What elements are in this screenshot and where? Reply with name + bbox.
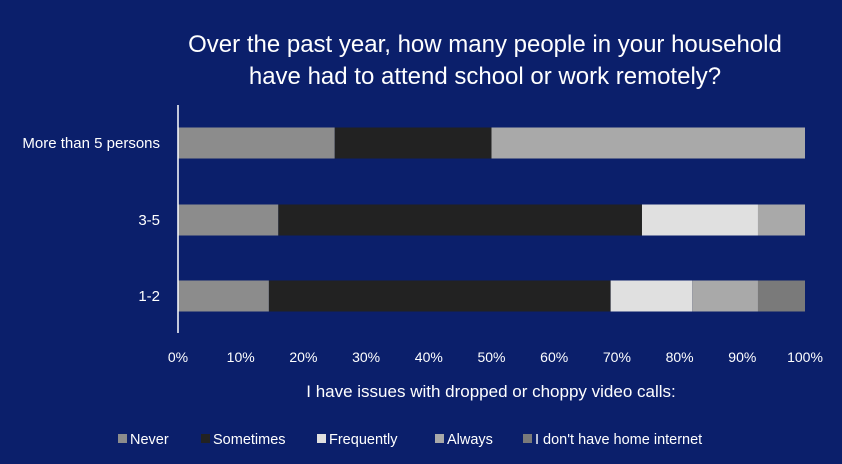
bar-segment: [757, 204, 805, 236]
bar-segment: [757, 280, 805, 312]
legend-swatch: [523, 434, 532, 443]
category-labels: More than 5 persons 3-5 1-2: [22, 135, 160, 305]
bar-segment: [178, 204, 279, 236]
legend-label: Always: [447, 432, 493, 448]
legend-label: I don't have home internet: [535, 432, 702, 448]
chart-title: Over the past year, how many people in y…: [188, 31, 782, 90]
bar-segment: [334, 127, 492, 159]
bar-segment: [692, 280, 758, 312]
x-tick-label: 40%: [415, 349, 443, 365]
category-label: 3-5: [138, 212, 160, 229]
category-label: More than 5 persons: [22, 135, 160, 152]
x-tick-label: 90%: [728, 349, 756, 365]
chart-title-line: Over the past year, how many people in y…: [188, 31, 782, 58]
bar-segment: [641, 204, 758, 236]
bar-segment: [491, 127, 805, 159]
legend: Never Sometimes Frequently Always I don't ha…: [118, 432, 702, 448]
category-label: 1-2: [138, 288, 160, 305]
bar-segment: [610, 280, 693, 312]
legend-label: Never: [130, 432, 169, 448]
legend-swatch: [118, 434, 127, 443]
legend-swatch: [317, 434, 326, 443]
bar-segment: [278, 204, 642, 236]
legend-label: Sometimes: [213, 432, 286, 448]
x-tick-label: 10%: [227, 349, 255, 365]
x-axis-label: I have issues with dropped or choppy vid…: [306, 382, 675, 401]
legend-swatch: [435, 434, 444, 443]
x-tick-label: 0%: [168, 349, 188, 365]
chart-title-line: have had to attend school or work remote…: [249, 63, 721, 90]
bar-segment: [178, 127, 335, 159]
x-tick-label: 100%: [787, 349, 823, 365]
x-tick-label: 20%: [289, 349, 317, 365]
x-tick-label: 80%: [666, 349, 694, 365]
x-tick-labels: 0% 10% 20% 30% 40% 50% 60% 70% 80% 90% 100%: [168, 349, 823, 365]
x-tick-label: 30%: [352, 349, 380, 365]
x-tick-label: 50%: [477, 349, 505, 365]
bar-segment: [268, 280, 611, 312]
bar-segment: [178, 280, 269, 312]
bars: [178, 127, 805, 312]
legend-swatch: [201, 434, 210, 443]
legend-label: Frequently: [329, 432, 398, 448]
x-tick-label: 60%: [540, 349, 568, 365]
x-tick-label: 70%: [603, 349, 631, 365]
